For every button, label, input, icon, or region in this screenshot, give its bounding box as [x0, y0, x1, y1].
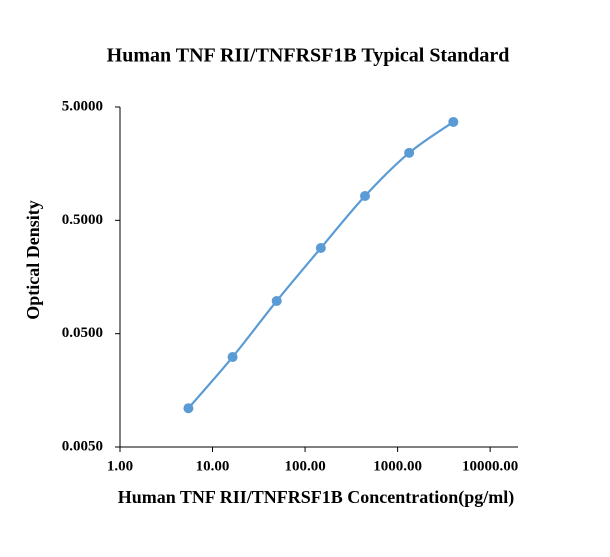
point: [448, 116, 459, 127]
x-tick-label: 1000.00: [373, 458, 422, 474]
y-tick-label: 5.0000: [62, 98, 103, 114]
curve: [187, 121, 454, 409]
y-tick-label: 0.0500: [62, 325, 103, 341]
y-axis-title: Optical Density: [23, 200, 43, 320]
x-axis-title: Human TNF RII/TNFRSF1B Concentration(pg/…: [118, 487, 515, 508]
point: [271, 295, 282, 306]
x-tick-label: 10000.00: [462, 458, 518, 474]
x-tick-label: 1.00: [107, 458, 133, 474]
x-tick-label: 100.00: [284, 458, 325, 474]
point: [315, 243, 326, 254]
y-tick-label: 0.5000: [62, 212, 103, 228]
point: [227, 352, 238, 363]
chart-title: Human TNF RII/TNFRSF1B Typical Standard: [107, 45, 510, 67]
point: [183, 403, 194, 414]
y-tick-label: 0.0050: [62, 438, 103, 454]
point: [404, 147, 415, 158]
point: [360, 190, 371, 201]
x-tick-label: 10.00: [196, 458, 230, 474]
